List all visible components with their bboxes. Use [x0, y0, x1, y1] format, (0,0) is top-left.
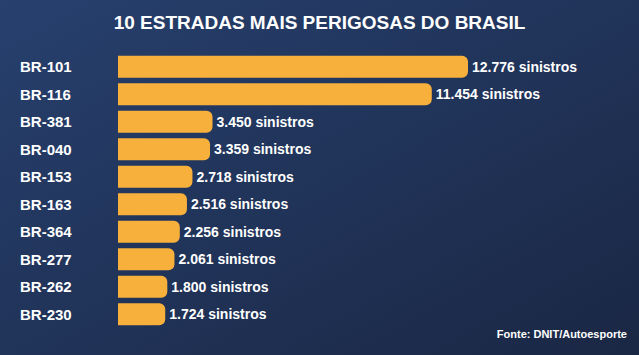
svg-text:BR-277: BR-277	[20, 251, 72, 268]
svg-text:10 ESTRADAS MAIS PERIGOSAS DO: 10 ESTRADAS MAIS PERIGOSAS DO BRASIL	[114, 12, 526, 33]
svg-text:BR-262: BR-262	[20, 278, 72, 295]
svg-text:BR-163: BR-163	[20, 196, 72, 213]
svg-text:BR-230: BR-230	[20, 306, 72, 323]
svg-text:1.724 sinistros: 1.724 sinistros	[169, 306, 266, 322]
svg-text:BR-364: BR-364	[20, 223, 72, 240]
svg-text:BR-153: BR-153	[20, 168, 72, 185]
svg-text:12.776 sinistros: 12.776 sinistros	[472, 59, 577, 75]
svg-text:11.454 sinistros: 11.454 sinistros	[436, 86, 541, 102]
svg-text:Fonte: DNIT/Autoesporte: Fonte: DNIT/Autoesporte	[497, 328, 627, 340]
svg-text:2.516 sinistros: 2.516 sinistros	[191, 196, 288, 212]
svg-text:2.061 sinistros: 2.061 sinistros	[178, 251, 275, 267]
svg-text:BR-381: BR-381	[20, 113, 72, 130]
svg-text:BR-116: BR-116	[20, 86, 71, 103]
svg-text:BR-101: BR-101	[20, 58, 72, 75]
svg-text:BR-040: BR-040	[20, 141, 72, 158]
svg-text:2.256 sinistros: 2.256 sinistros	[184, 224, 281, 240]
svg-text:3.450 sinistros: 3.450 sinistros	[217, 114, 314, 130]
svg-text:2.718 sinistros: 2.718 sinistros	[196, 169, 293, 185]
svg-text:3.359 sinistros: 3.359 sinistros	[214, 141, 311, 157]
svg-text:1.800 sinistros: 1.800 sinistros	[171, 279, 268, 295]
